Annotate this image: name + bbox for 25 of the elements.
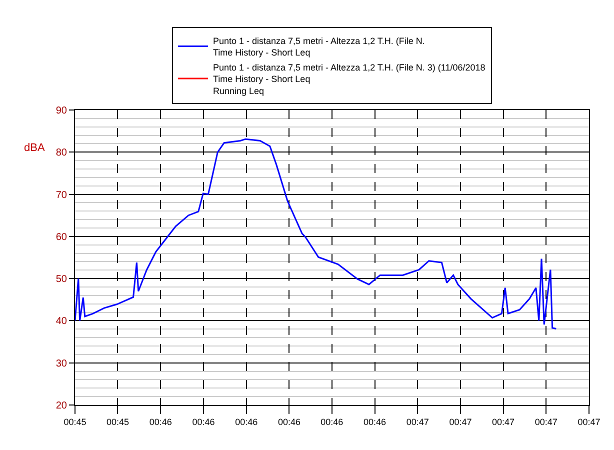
y-tick-label: 30 (56, 358, 68, 370)
y-tick-label: 40 (56, 316, 68, 328)
x-tick-label: 00:46 (364, 416, 386, 427)
line-series (75, 138, 557, 330)
x-tick-label: 00:47 (449, 416, 472, 427)
legend-label: Punto 1 - distanza 7,5 metri - Altezza 1,2 T.H. (File N. 3) (11/06/2018 Time History - Short Leq Running Leq (213, 62, 486, 96)
x-tick-label: 00:45 (106, 416, 129, 427)
x-tick-label: 00:47 (406, 416, 429, 427)
y-tick-label: 70 (56, 190, 68, 201)
x-tick-label: 00:46 (278, 416, 300, 427)
x-tick-label: 00:47 (534, 416, 558, 427)
y-tick-label: 60 (56, 232, 68, 243)
x-tick-label: 00:46 (320, 416, 344, 427)
legend-label: Punto 1 - distanza 7,5 metri - Altezza 1,2 T.H. (File N. Time History - Short Leq (213, 36, 425, 58)
x-tick-label: 00:46 (192, 416, 215, 427)
x-tick-label: 00:47 (578, 416, 600, 427)
y-axis-title: dBA (24, 142, 46, 154)
x-tick-label: 00:46 (235, 416, 258, 427)
x-tick-label: 00:45 (64, 416, 86, 427)
y-tick-label: 50 (56, 274, 68, 286)
y-tick-label: 20 (56, 400, 68, 412)
y-tick-label: 80 (56, 148, 68, 159)
y-tick-label: 90 (56, 106, 68, 116)
x-tick-label: 00:46 (149, 416, 172, 427)
x-tick-label: 00:47 (492, 416, 515, 427)
